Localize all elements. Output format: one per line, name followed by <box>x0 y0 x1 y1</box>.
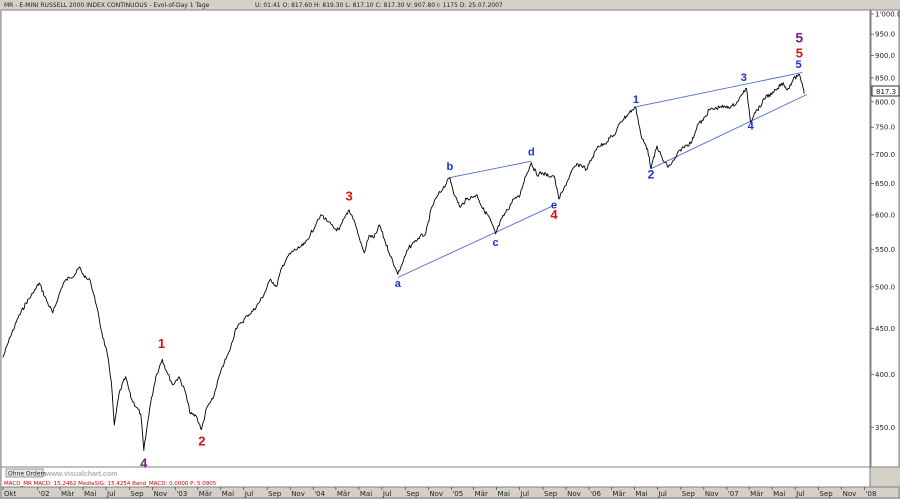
y-tick-label: 550.0 <box>875 246 895 254</box>
x-tick-label: Sep <box>544 490 558 498</box>
x-tick-label: Nov <box>153 490 167 498</box>
trendline <box>397 204 555 278</box>
y-tick-label: 950.0 <box>875 31 895 39</box>
x-axis-panel <box>0 486 900 499</box>
y-tick-label: 700.0 <box>875 151 895 159</box>
x-tick-label: Mai <box>498 490 510 498</box>
wave-label: 1 <box>633 94 639 106</box>
instrument-title: MR - E-MINI RUSSELL 2000 INDEX CONTINUOU… <box>4 2 210 9</box>
x-tick-label: '07 <box>728 490 739 498</box>
wave-label: 1 <box>158 336 165 351</box>
trendline <box>650 94 808 170</box>
y-axis: 1'000.0 950.0 900.0 850.0 800.0 750.0 700.0 650… <box>871 10 900 432</box>
watermark: www.visualchart.com <box>45 471 117 478</box>
ohlc-readout: U: 01:41 O: 817.60 H: 819.30 L: 817.10 C… <box>255 2 503 9</box>
x-tick-label: Nov <box>429 490 443 498</box>
last-price-marker: 817.3 <box>871 85 900 97</box>
x-tick-label: Mai <box>222 490 234 498</box>
trendlines <box>397 71 808 278</box>
wave-label: e <box>551 200 557 212</box>
wave-label: 5 <box>796 46 803 61</box>
x-tick-label: Nov <box>705 490 719 498</box>
x-tick-label: Sep <box>820 490 834 498</box>
y-tick-label: 350.0 <box>875 424 895 432</box>
y-tick-label: 450.0 <box>875 325 895 333</box>
x-tick-label: '05 <box>452 490 463 498</box>
x-tick-label: Jul <box>244 490 254 498</box>
x-tick-label: Mai <box>360 490 372 498</box>
x-tick-label: Mär <box>337 490 350 498</box>
wave-label: 2 <box>648 168 655 182</box>
y-tick-label: 1'000.0 <box>875 10 900 18</box>
x-tick-label: Mär <box>475 490 488 498</box>
wave-label: 5 <box>795 59 801 71</box>
ohne-orders-label[interactable]: Ohne Orders <box>8 471 46 478</box>
x-tick-label: '04 <box>314 490 325 498</box>
wave-label: 3 <box>345 188 352 203</box>
x-tick-label: Mai <box>773 490 785 498</box>
wave-label: 4 <box>140 455 148 470</box>
x-tick-label: Mär <box>61 490 74 498</box>
trendline <box>449 160 532 178</box>
y-tick-label: 400.0 <box>875 371 895 379</box>
y-tick-label: 850.0 <box>875 74 895 82</box>
x-tick-label: Nov <box>567 490 581 498</box>
x-tick-label: Mai <box>84 490 96 498</box>
x-tick-label: '08 <box>866 490 877 498</box>
x-tick-label: Mär <box>750 490 763 498</box>
x-tick-label: Mär <box>199 490 212 498</box>
wave-label: a <box>395 278 402 290</box>
y-tick-label: 800.0 <box>875 98 895 106</box>
x-tick-label: Sep <box>682 490 696 498</box>
x-tick-label: '06 <box>590 490 601 498</box>
last-price-box <box>871 85 900 97</box>
x-tick-label: Jul <box>795 490 805 498</box>
x-tick-label: Mär <box>612 490 625 498</box>
y-tick-label: 600.0 <box>875 212 895 220</box>
x-tick-label: Nov <box>843 490 857 498</box>
wave-label: c <box>492 237 498 249</box>
x-tick-label: Sep <box>268 490 282 498</box>
wave-label: 4 <box>550 207 558 222</box>
x-tick-label: '02 <box>39 490 50 498</box>
x-tick-label: Okt <box>4 490 17 498</box>
x-tick-label: '03 <box>176 490 187 498</box>
trendline <box>635 71 803 108</box>
wave-label: d <box>528 147 535 159</box>
wave-label: b <box>446 161 453 173</box>
wave-label: 3 <box>741 72 747 84</box>
price-line <box>2 73 805 451</box>
x-axis: Okt '02 Mär Mai Jul Sep Nov '03 Mär Mai Jul Sep Nov '… <box>2 487 877 498</box>
x-tick-label: Sep <box>130 490 144 498</box>
ohne-orders-button-bg[interactable] <box>5 468 44 478</box>
x-tick-label: Sep <box>406 490 420 498</box>
x-tick-label: Jul <box>657 490 667 498</box>
y-tick-label: 500.0 <box>875 283 895 291</box>
indicator-readout: MACD_MR MACD: 15.2462 MediaSIG: 15.4254 … <box>4 481 217 487</box>
wave-label: 5 <box>795 30 803 46</box>
price-series <box>2 73 805 451</box>
y-tick-label: 900.0 <box>875 52 895 60</box>
x-tick-label: Nov <box>291 490 305 498</box>
wave-label: 2 <box>198 434 205 449</box>
x-tick-label: Jul <box>382 490 392 498</box>
y-tick-label: 750.0 <box>875 124 895 132</box>
x-tick-label: Mai <box>635 490 647 498</box>
x-tick-label: Jul <box>106 490 116 498</box>
x-tick-label: Jul <box>520 490 530 498</box>
last-price-label: 817.3 <box>876 88 896 96</box>
wave-label: 4 <box>748 120 755 132</box>
plot-area <box>0 9 871 468</box>
y-tick-label: 650.0 <box>875 180 895 188</box>
ohne-orders-button[interactable]: Ohne Orders <box>5 468 46 478</box>
